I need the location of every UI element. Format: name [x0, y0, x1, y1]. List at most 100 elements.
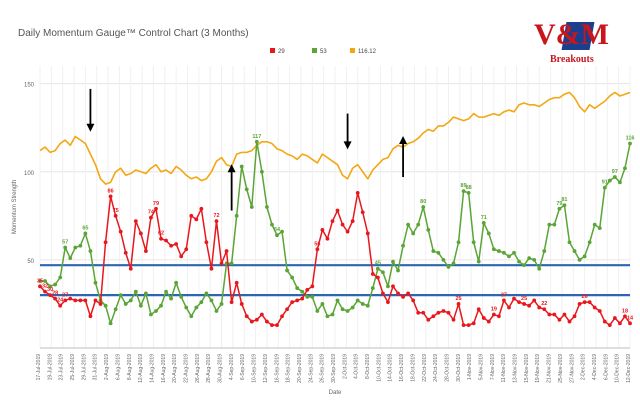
data-point: [133, 289, 138, 294]
data-point: [401, 294, 405, 299]
data-point: [350, 219, 355, 224]
data-label: 22: [541, 301, 547, 307]
data-point: [83, 298, 88, 303]
arrow-down-head: [343, 141, 352, 150]
data-label: 62: [158, 231, 164, 237]
data-point: [209, 266, 214, 271]
data-point: [461, 323, 466, 327]
legend-label: 29: [278, 49, 285, 55]
data-point: [481, 316, 486, 320]
y-tick-label: 150: [24, 83, 35, 89]
data-point: [491, 312, 496, 317]
data-label: 74: [148, 210, 155, 216]
x-tick-label: 16-Oct-2019: [399, 354, 405, 382]
data-label: 65: [82, 225, 88, 231]
data-point: [582, 254, 587, 259]
data-point: [159, 303, 163, 308]
data-point: [280, 314, 284, 319]
data-point: [143, 249, 148, 253]
data-point: [552, 222, 557, 227]
data-label: 86: [108, 188, 114, 194]
x-tick-label: 25-Nov-2019: [558, 354, 564, 383]
data-point: [471, 321, 476, 326]
data-point: [572, 249, 577, 253]
data-point: [179, 294, 184, 299]
data-point: [451, 261, 456, 266]
data-point: [456, 302, 461, 306]
data-point: [138, 303, 143, 308]
data-point: [330, 312, 335, 317]
data-point: [456, 240, 461, 245]
data-point: [280, 229, 284, 234]
x-tick-label: 19-Nov-2019: [535, 354, 541, 383]
data-point: [507, 305, 511, 310]
data-label: 117: [252, 134, 261, 140]
data-point: [396, 291, 400, 296]
data-point: [58, 275, 63, 280]
data-point: [320, 228, 325, 232]
data-point: [542, 249, 547, 253]
data-point: [360, 210, 365, 215]
data-label: 97: [612, 169, 618, 175]
brand-logo: V&M Breakouts: [528, 18, 628, 76]
data-label: 26: [582, 294, 588, 300]
data-label: 72: [213, 213, 219, 219]
data-point: [300, 296, 305, 301]
data-point: [612, 175, 617, 179]
data-label: 45: [375, 261, 381, 267]
data-label: 75: [113, 208, 119, 214]
data-label: 91: [602, 180, 608, 186]
x-tick-label: 11-Nov-2019: [501, 354, 507, 383]
data-point: [138, 231, 143, 236]
y-tick-label: 100: [24, 171, 35, 177]
data-point: [204, 291, 209, 296]
data-label: 79: [153, 201, 159, 207]
y-axis-title: Momentum Strength: [12, 180, 18, 234]
data-point: [375, 266, 380, 271]
data-point: [517, 259, 521, 264]
data-point: [164, 238, 168, 243]
data-point: [43, 289, 47, 294]
data-point: [592, 222, 597, 227]
data-point: [416, 310, 421, 315]
x-tick-label: 6-Aug-2019: [115, 354, 121, 380]
data-point: [48, 284, 52, 289]
data-label: 71: [481, 215, 487, 221]
data-label: 27: [501, 292, 507, 298]
data-label: 56: [314, 241, 320, 247]
x-tick-label: 24-Oct-2019: [433, 354, 439, 382]
data-point: [335, 208, 340, 213]
data-label: 24: [57, 298, 64, 304]
x-tick-label: 20-Aug-2019: [172, 354, 178, 383]
data-point: [496, 249, 501, 253]
data-point: [128, 266, 133, 271]
x-tick-label: 12-Dec-2019: [626, 354, 632, 383]
data-point: [350, 305, 355, 310]
data-point: [229, 261, 234, 266]
data-label: 25: [455, 296, 461, 302]
data-point: [567, 319, 572, 324]
data-point: [149, 215, 153, 220]
data-point: [365, 231, 370, 236]
x-tick-label: 6-Dec-2019: [603, 354, 609, 380]
data-point: [108, 321, 113, 326]
data-point: [249, 205, 254, 209]
data-point: [295, 286, 300, 290]
data-point: [406, 291, 411, 296]
data-point: [436, 310, 441, 315]
series-line: [39, 192, 631, 326]
y-tick-label: 50: [27, 259, 34, 265]
x-tick-label: 16-Aug-2019: [161, 354, 167, 383]
x-tick-label: 17-Jul-2019: [36, 354, 42, 381]
data-point: [270, 323, 274, 327]
data-point: [572, 314, 577, 319]
data-point: [466, 323, 471, 327]
x-tick-label: 6-Sep-2019: [240, 354, 246, 380]
data-point: [426, 228, 431, 232]
data-point: [310, 284, 315, 289]
x-tick-label: 14-Oct-2019: [388, 354, 394, 382]
x-tick-label: 12-Sep-2019: [263, 354, 269, 383]
data-point: [532, 257, 537, 262]
data-point: [537, 305, 542, 310]
data-point: [381, 291, 385, 296]
